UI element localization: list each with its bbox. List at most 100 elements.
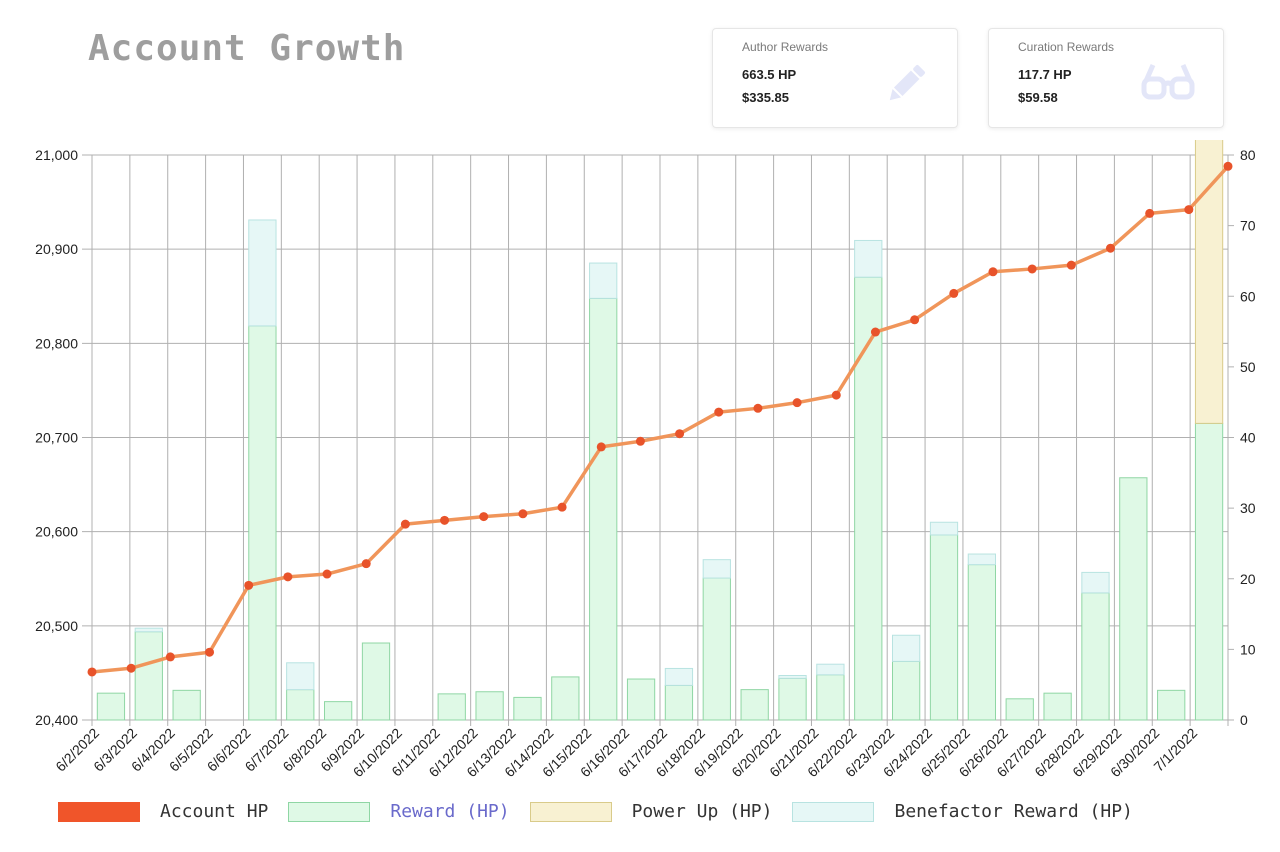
- reward-bar: [1119, 477, 1148, 721]
- reward-bar: [929, 534, 959, 721]
- benefactor-bar: [929, 521, 959, 536]
- reward-bar: [1157, 689, 1186, 721]
- account-hp-point: [283, 572, 293, 582]
- author-rewards-card: Author Rewards 663.5 HP $335.85: [712, 28, 958, 128]
- account-hp-point: [792, 398, 802, 408]
- account-hp-point: [1184, 205, 1194, 215]
- benefactor-bar: [286, 662, 315, 691]
- y-right-tick-label: 70: [1240, 218, 1256, 234]
- legend-label-reward: Reward (HP): [390, 801, 510, 822]
- curation-rewards-card: Curation Rewards 117.7 HP $59.58: [988, 28, 1224, 128]
- reward-bar: [626, 678, 656, 721]
- legend-item-benefactor[interactable]: Benefactor Reward (HP): [792, 801, 1133, 822]
- reward-bar: [172, 689, 201, 721]
- y-left-tick-label: 20,500: [35, 618, 78, 634]
- benefactor-bar: [967, 553, 996, 566]
- account-hp-point: [988, 267, 998, 277]
- reward-bar: [778, 677, 807, 721]
- benefactor-bar: [589, 262, 618, 299]
- y-left-tick-label: 21,000: [35, 147, 78, 163]
- y-left-tick-label: 20,400: [35, 712, 78, 728]
- account-hp-point: [479, 512, 489, 522]
- account-hp-point: [518, 509, 528, 519]
- curation-rewards-label: Curation Rewards: [1018, 40, 1115, 54]
- account-hp-point: [596, 442, 606, 452]
- y-right-tick-label: 60: [1240, 288, 1256, 304]
- reward-bar: [1005, 698, 1034, 721]
- account-hp-point: [1105, 243, 1115, 253]
- account-hp-point: [714, 407, 724, 417]
- account-hp-point: [1223, 161, 1233, 171]
- account-hp-point: [87, 667, 97, 677]
- y-right-tick-label: 0: [1240, 712, 1248, 728]
- benefactor-bar: [134, 627, 163, 633]
- pencil-icon: [889, 65, 925, 101]
- account-hp-point: [244, 580, 254, 590]
- account-hp-point: [205, 647, 215, 657]
- reward-bar: [1081, 592, 1110, 721]
- reward-bar: [551, 676, 580, 721]
- legend-swatch-power-up: [529, 801, 612, 822]
- account-hp-point: [1066, 260, 1076, 270]
- legend-item-reward[interactable]: Reward (HP): [288, 801, 510, 822]
- account-growth-chart: 20,400 20,500 20,600 20,700 20,800 20,900 21,0…: [35, 140, 1256, 780]
- account-hp-point: [753, 403, 763, 413]
- page-title: Account Growth: [88, 28, 406, 69]
- reward-bar: [967, 564, 996, 721]
- benefactor-bar: [778, 675, 807, 679]
- account-hp-point: [400, 519, 410, 529]
- legend-swatch-reward: [288, 801, 371, 822]
- reward-bar: [248, 325, 277, 721]
- reward-bar: [134, 631, 163, 721]
- reward-bar: [1194, 422, 1224, 721]
- y-right-tick-label: 20: [1240, 571, 1256, 587]
- benefactor-bar: [892, 634, 921, 662]
- y-right-tick-label: 40: [1240, 430, 1256, 446]
- power-up-bar: [1194, 140, 1224, 424]
- chart-legend: Account HP Reward (HP) Power Up (HP) Ben…: [58, 801, 1153, 822]
- reward-bar: [475, 691, 504, 721]
- legend-swatch-account-hp: [58, 801, 140, 822]
- benefactor-bar: [248, 219, 277, 327]
- y-right-tick-label: 30: [1240, 500, 1256, 516]
- author-rewards-usd: $335.85: [742, 90, 789, 105]
- benefactor-bar: [1081, 571, 1110, 594]
- y-right-tick-label: 80: [1240, 147, 1256, 163]
- account-hp-point: [949, 288, 959, 298]
- account-hp-line: [91, 165, 1230, 674]
- legend-label-power-up: Power Up (HP): [631, 801, 773, 822]
- account-hp-point: [165, 652, 175, 662]
- account-hp-point: [870, 327, 880, 337]
- reward-bar: [740, 689, 769, 721]
- y-right-tick-label: 50: [1240, 359, 1256, 375]
- reward-bar: [854, 276, 883, 721]
- account-hp-point: [635, 436, 645, 446]
- legend-swatch-benefactor: [792, 801, 875, 822]
- y-left-tick-label: 20,900: [35, 241, 78, 257]
- benefactor-bar: [854, 239, 883, 278]
- account-hp-point: [1027, 264, 1037, 274]
- reward-bar: [892, 660, 921, 721]
- reward-bar: [96, 692, 126, 721]
- y-left-tick-label: 20,600: [35, 524, 78, 540]
- account-hp-point: [440, 515, 450, 525]
- account-hp-point: [557, 502, 567, 512]
- curation-rewards-usd: $59.58: [1018, 90, 1058, 105]
- reward-bar: [1043, 692, 1072, 721]
- reward-bar: [589, 297, 618, 721]
- y-left-tick-label: 20,700: [35, 430, 78, 446]
- curation-rewards-hp: 117.7 HP: [1018, 67, 1072, 82]
- benefactor-bar: [702, 559, 731, 579]
- legend-label-account-hp: Account HP: [160, 801, 269, 822]
- y-left-tick-label: 20,800: [35, 335, 78, 351]
- account-hp-point: [322, 569, 332, 579]
- author-rewards-hp: 663.5 HP: [742, 67, 797, 82]
- reward-bar: [286, 689, 315, 721]
- account-hp-point: [910, 315, 920, 325]
- author-rewards-label: Author Rewards: [742, 40, 829, 54]
- benefactor-bar: [816, 663, 845, 676]
- legend-item-account-hp[interactable]: Account HP: [58, 801, 268, 822]
- y-right-tick-label: 10: [1240, 641, 1256, 657]
- reward-bar: [702, 577, 731, 721]
- legend-item-power-up[interactable]: Power Up (HP): [529, 801, 773, 822]
